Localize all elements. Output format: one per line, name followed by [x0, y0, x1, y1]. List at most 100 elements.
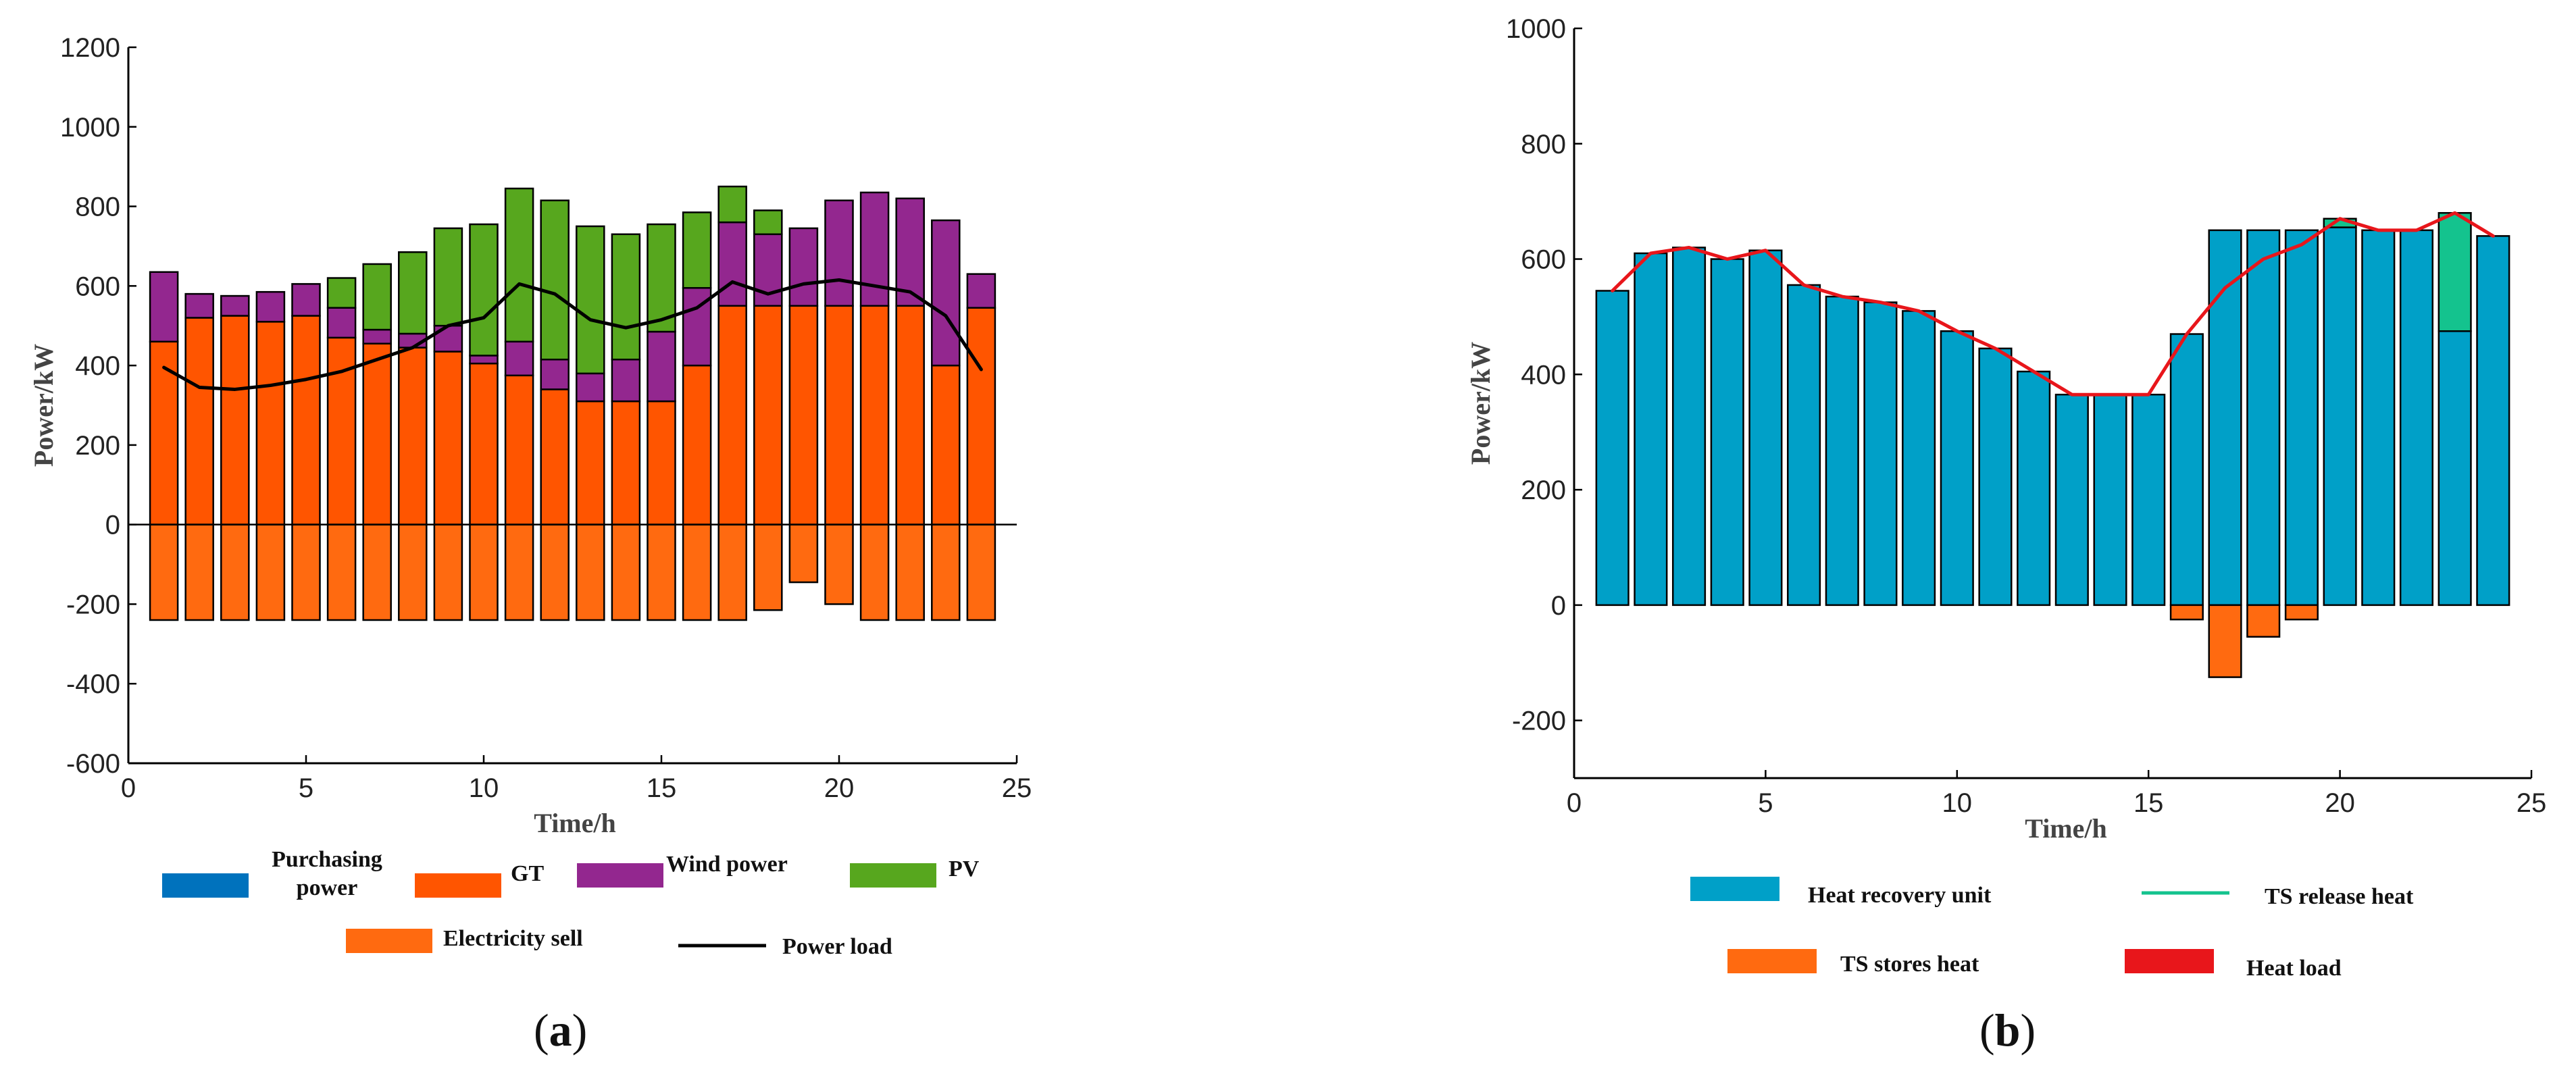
- x-tick-label: 15: [2133, 788, 2164, 818]
- bar-pv: [576, 225, 605, 375]
- legend-label-ts-stores-heat: TS stores heat: [1840, 952, 1979, 977]
- caption-close-paren: ): [2020, 1004, 2036, 1056]
- legend-label-heat-load: Heat load: [2246, 956, 2342, 981]
- bar-heat-recovery-unit: [1825, 295, 1859, 607]
- bar-gt: [220, 315, 250, 525]
- bar-gt: [788, 305, 819, 525]
- bar-gt: [647, 400, 676, 525]
- bar-gt: [291, 315, 321, 525]
- legend-label-electricity-sell: Electricity sell: [443, 926, 583, 951]
- line-heat-load: [1611, 211, 2495, 396]
- caption-open-paren: (: [1979, 1004, 1995, 1056]
- bar-gt: [576, 400, 605, 525]
- bar-wind-power: [788, 227, 819, 307]
- bar-heat-recovery-unit: [2438, 330, 2472, 607]
- caption-letter: a: [549, 1004, 572, 1056]
- bar-heat-recovery-unit: [1902, 310, 1936, 607]
- y-tick-label: 800: [75, 192, 120, 222]
- bar-heat-recovery-unit: [2131, 393, 2166, 607]
- bar-heat-recovery-unit: [1940, 330, 1974, 607]
- bar-ts-stores-heat: [2284, 604, 2319, 621]
- x-tick-label: 20: [824, 773, 855, 803]
- bar-heat-recovery-unit: [2093, 393, 2127, 607]
- bar-gt: [398, 346, 428, 525]
- bar-wind-power: [362, 328, 392, 344]
- y-tick-label: 800: [1521, 130, 1566, 159]
- y-tick-label: 1000: [1506, 14, 1566, 44]
- bar-electricity-sell: [220, 523, 250, 621]
- bar-wind-power: [966, 273, 996, 309]
- y-tick-label: -200: [1512, 707, 1566, 736]
- bar-gt: [717, 305, 747, 525]
- bar-pv: [362, 263, 392, 331]
- x-tick-label: 0: [121, 773, 136, 803]
- bar-electricity-sell: [184, 523, 214, 621]
- bar-heat-recovery-unit: [2246, 229, 2281, 607]
- chart-b: -200 0 200 400 600 800 1000 0 5 10 15 20 25 Time/h Pow…: [1465, 14, 2546, 1056]
- legend-swatch-pv: [850, 863, 936, 888]
- y-axis-label: Power/kW: [1465, 342, 1496, 465]
- bar-gt: [540, 388, 570, 525]
- legend-swatch-wind-power: [577, 863, 663, 888]
- panel-caption: (a): [534, 1004, 587, 1056]
- bar-gt: [611, 400, 641, 525]
- bar-electricity-sell: [362, 523, 392, 621]
- bar-heat-recovery-unit: [2054, 393, 2089, 607]
- x-tick-label: 5: [299, 773, 313, 803]
- bar-wind-power: [540, 359, 570, 390]
- bar-heat-recovery-unit: [2399, 229, 2434, 607]
- bar-electricity-sell: [824, 523, 854, 605]
- bar-gt: [682, 364, 712, 525]
- bar-pv: [433, 227, 463, 327]
- bar-electricity-sell: [931, 523, 961, 621]
- bar-wind-power: [895, 197, 925, 307]
- bar-wind-power: [824, 199, 854, 307]
- x-tick-label: 25: [1002, 773, 1032, 803]
- y-tick-label: 200: [75, 431, 120, 461]
- legend-label-gt: GT: [511, 861, 544, 886]
- bar-electricity-sell: [859, 523, 890, 621]
- legend-label-power-load: Power load: [782, 934, 892, 959]
- bar-heat-recovery-unit: [1671, 247, 1707, 607]
- panel-caption: (b): [1979, 1004, 2036, 1056]
- legend-label-pv: PV: [949, 856, 980, 881]
- bar-heat-recovery-unit: [1634, 252, 1668, 607]
- bar-ts-release-heat: [2438, 211, 2472, 332]
- bar-gt: [326, 336, 357, 525]
- bar-pv: [469, 223, 499, 357]
- y-tick-label: -400: [66, 669, 120, 699]
- y-tick-label: 400: [75, 351, 120, 381]
- bar-heat-recovery-unit: [1595, 290, 1630, 607]
- bar-electricity-sell: [149, 523, 179, 621]
- bar-heat-recovery-unit: [1710, 258, 1744, 607]
- bar-electricity-sell: [291, 523, 321, 621]
- bar-pv: [398, 251, 428, 335]
- bar-wind-power: [184, 292, 214, 319]
- bar-wind-power: [717, 221, 747, 307]
- bar-pv: [504, 187, 534, 343]
- bar-pv: [326, 277, 357, 309]
- bar-wind-power: [504, 340, 534, 377]
- bar-wind-power: [647, 330, 676, 403]
- x-axis-label: Time/h: [534, 808, 616, 838]
- bar-electricity-sell: [576, 523, 605, 621]
- legend-swatch-electricity-sell: [346, 929, 432, 953]
- bar-ts-stores-heat: [2246, 604, 2281, 638]
- bar-heat-recovery-unit: [2476, 235, 2510, 607]
- bar-gt: [859, 305, 890, 525]
- bar-electricity-sell: [753, 523, 783, 611]
- legend-label-wind-power: Wind power: [666, 852, 788, 877]
- bar-pv: [753, 209, 783, 236]
- bar-electricity-sell: [647, 523, 676, 621]
- legend-swatch-heat-recovery-unit: [1690, 877, 1779, 901]
- bar-pv: [682, 211, 712, 289]
- bar-gt: [504, 374, 534, 525]
- bar-electricity-sell: [682, 523, 712, 621]
- bar-wind-power: [576, 372, 605, 403]
- y-axis-label: Power/kW: [28, 344, 59, 467]
- chart-a: -600 -400 -200 0 200 400 600 800 1000 1200 0 5 10 15 2…: [28, 33, 1032, 1056]
- x-tick-label: 10: [1942, 788, 1973, 818]
- bar-gt: [824, 305, 854, 525]
- bar-wind-power: [931, 219, 961, 367]
